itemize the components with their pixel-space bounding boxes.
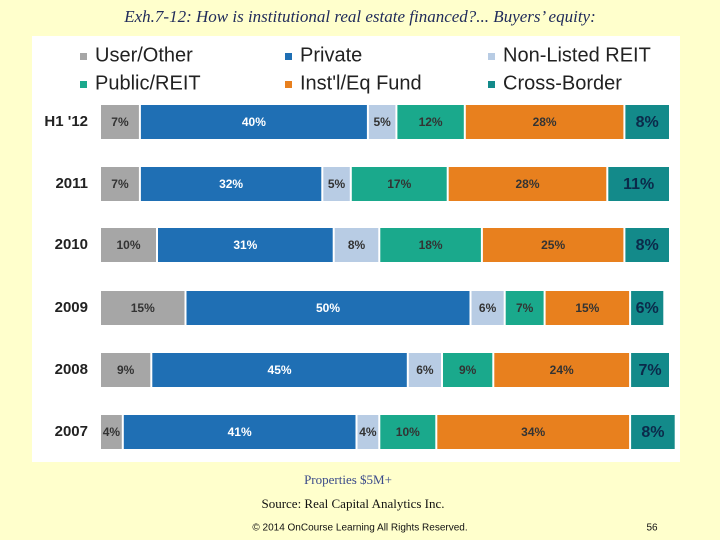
value-label: 31%	[233, 238, 257, 252]
bar-segment	[101, 228, 156, 262]
value-label: 25%	[541, 238, 565, 252]
value-label: 8%	[348, 238, 366, 252]
bar-segment	[101, 353, 151, 387]
value-label: 4%	[359, 425, 377, 439]
value-label: 32%	[219, 177, 243, 191]
bar-segment	[494, 353, 630, 387]
category-label: H1 '12	[44, 113, 88, 130]
bar-segment	[408, 353, 441, 387]
value-label: 4%	[103, 425, 121, 439]
bar-segment	[465, 105, 624, 139]
value-label: 6%	[479, 301, 497, 315]
legend-marker	[80, 53, 87, 60]
bar-segment	[140, 167, 322, 201]
legend-label: Non-Listed REIT	[503, 44, 651, 66]
category-label: 2007	[55, 423, 88, 440]
bar-segment	[471, 291, 504, 325]
value-label: 8%	[641, 424, 664, 441]
note: Properties $5M+	[304, 472, 392, 487]
plot: User/Other Private Non-Listed REIT Public/R…	[44, 44, 675, 449]
value-label: 10%	[116, 238, 140, 252]
value-label: 28%	[515, 177, 539, 191]
value-label: 5%	[373, 115, 391, 129]
value-label: 18%	[419, 238, 443, 252]
bar-segment	[631, 415, 675, 449]
value-label: 7%	[516, 301, 534, 315]
legend-marker	[488, 81, 495, 88]
category-label: 2010	[55, 236, 88, 253]
bar-segment	[608, 167, 669, 201]
bar-segment	[101, 105, 139, 139]
value-label: 15%	[131, 301, 155, 315]
legend-marker	[285, 81, 292, 88]
value-label: 5%	[328, 177, 346, 191]
bar-segment	[101, 415, 122, 449]
bar-segment	[631, 291, 664, 325]
legend-label: Cross-Border	[503, 72, 622, 94]
legend-label: Private	[300, 44, 362, 66]
bar-segment	[123, 415, 356, 449]
value-label: 24%	[550, 363, 574, 377]
bar-segment	[437, 415, 630, 449]
value-label: 50%	[316, 301, 340, 315]
legend-label: Public/REIT	[95, 72, 201, 94]
value-label: 9%	[117, 363, 135, 377]
bar-segment	[323, 167, 350, 201]
page-number: 56	[646, 523, 658, 534]
value-label: 6%	[416, 363, 434, 377]
source: Source: Real Capital Analytics Inc.	[261, 496, 444, 511]
chart-title: Exh.7-12: How is institutional real esta…	[123, 7, 596, 26]
bar-segment	[625, 105, 669, 139]
bar-segment	[351, 167, 447, 201]
legend-label: Inst'l/Eq Fund	[300, 72, 422, 94]
bar-segment	[625, 228, 669, 262]
bar-segment	[380, 415, 436, 449]
legend-label: User/Other	[95, 44, 193, 66]
copyright: © 2014 OnCourse Learning All Rights Rese…	[252, 523, 467, 534]
value-label: 15%	[575, 301, 599, 315]
value-label: 11%	[623, 176, 654, 193]
bar-segment	[545, 291, 630, 325]
category-label: 2009	[55, 299, 88, 316]
bar-segment	[140, 105, 367, 139]
legend-marker	[488, 53, 495, 60]
bar-segment	[482, 228, 624, 262]
bar-segment	[357, 415, 379, 449]
value-label: 7%	[111, 177, 129, 191]
bar-segment	[334, 228, 379, 262]
value-label: 7%	[638, 362, 661, 379]
value-label: 10%	[396, 425, 420, 439]
legend-marker	[80, 81, 87, 88]
bar-segment	[380, 228, 481, 262]
value-label: 9%	[459, 363, 477, 377]
category-label: 2008	[55, 361, 88, 378]
value-label: 34%	[521, 425, 545, 439]
value-label: 8%	[636, 237, 659, 254]
value-label: 41%	[228, 425, 252, 439]
value-label: 12%	[419, 115, 443, 129]
bar-segment	[101, 167, 139, 201]
bar-segment	[443, 353, 493, 387]
bar-segment	[505, 291, 544, 325]
value-label: 6%	[636, 300, 659, 317]
bar-segment	[368, 105, 396, 139]
value-label: 28%	[533, 115, 557, 129]
value-label: 40%	[242, 115, 266, 129]
value-label: 8%	[636, 114, 659, 131]
bar-segment	[397, 105, 464, 139]
bar-segment	[158, 228, 333, 262]
bar-segment	[101, 291, 185, 325]
bar-segment	[186, 291, 470, 325]
value-label: 7%	[111, 115, 129, 129]
bar-segment	[152, 353, 407, 387]
bar-segment	[448, 167, 607, 201]
category-label: 2011	[55, 175, 88, 192]
value-label: 45%	[268, 363, 292, 377]
value-label: 17%	[387, 177, 411, 191]
bar-segment	[631, 353, 669, 387]
legend-marker	[285, 53, 292, 60]
